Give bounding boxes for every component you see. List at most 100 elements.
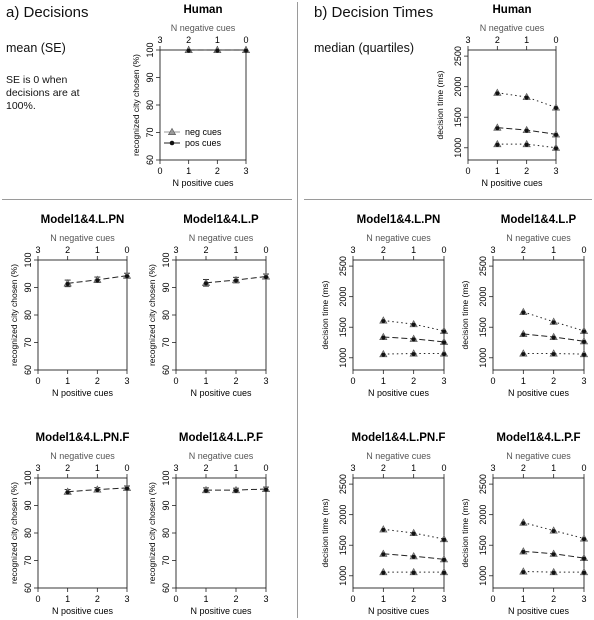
dec-pf-x2tick-label: 1 [233, 463, 238, 473]
time-p-x2label: N negative cues [506, 233, 571, 243]
time-pn-series-line [383, 320, 445, 332]
time-pf-point-pos [582, 537, 586, 542]
dec-p-ytick-label: 60 [161, 365, 171, 375]
dec-human-chart: Human 0 1 2 3 3 2 1 0 N positive cues N negative c… [131, 4, 251, 188]
time-human-xtick-label: 3 [553, 166, 558, 176]
time-pnf-x2tick-label: 1 [411, 463, 416, 473]
time-pf-xtick-label: 1 [521, 594, 526, 604]
section-a-title: a) Decisions [6, 4, 89, 21]
dec-pnf-ylabel: recognized city chosen (%) [9, 482, 19, 584]
dec-pn-ytick-label: 60 [23, 365, 33, 375]
dec-p-point-pos [264, 275, 268, 280]
time-human-frame [467, 49, 557, 161]
dec-p-point-pos [234, 278, 238, 283]
time-pn-point-pos [442, 340, 446, 345]
dec-pn-x2label: N negative cues [50, 233, 115, 243]
time-pn-xtick-label: 2 [411, 376, 416, 386]
time-p-xtick-label: 3 [581, 376, 586, 386]
dec-pf-xtick-label: 0 [173, 594, 178, 604]
dec-p-frame [175, 259, 267, 371]
legend-neg-marker [167, 127, 177, 135]
time-pf-point-pos [521, 570, 526, 575]
dec-human-xtick-label: 2 [215, 166, 220, 176]
dec-pnf-x2tick-label: 2 [65, 463, 70, 473]
dec-human-x2tick-label: 0 [243, 35, 248, 45]
time-pnf-x2tick-label: 2 [381, 463, 386, 473]
dec-human-xtick-label: 3 [243, 166, 248, 176]
dec-p-ytick-label: 80 [161, 310, 171, 320]
time-p-point-pos [551, 320, 556, 325]
time-human-ytick-label: 2500 [453, 46, 463, 66]
time-pf-xtick-label: 0 [490, 594, 495, 604]
time-human-series-line [497, 143, 557, 149]
dec-p-ytick-label: 70 [161, 337, 171, 347]
time-pn-ylabel: decision time (ms) [320, 280, 330, 349]
time-human-point-pos [524, 142, 529, 147]
time-pnf-point-pos [381, 527, 386, 532]
time-p-title: Model1&4.L.P [501, 214, 577, 226]
time-human-xtick-label: 0 [465, 166, 470, 176]
dec-p-title: Model1&4.L.P [183, 214, 259, 226]
time-pf-point-pos [551, 570, 556, 575]
vertical-divider [297, 2, 298, 618]
dec-human-ylabel: recognized city chosen (%) [131, 54, 141, 156]
time-p-point-pos [582, 329, 586, 334]
dec-pn-x2tick-label: 0 [124, 245, 129, 255]
time-pn-x2tick-label: 3 [350, 245, 355, 255]
section-b-title: b) Decision Times [314, 4, 434, 21]
time-p-point-pos [521, 352, 526, 357]
time-pf-point-pos [551, 552, 556, 557]
dec-pnf-ytick-label: 70 [23, 555, 33, 565]
time-pnf-frame [352, 477, 445, 589]
time-pnf-point-pos [442, 570, 446, 575]
time-p-point-pos [521, 310, 526, 315]
legend-pos-marker [169, 140, 175, 146]
time-pnf-point-pos [411, 570, 416, 575]
dec-human-ytick-label: 100 [145, 42, 155, 57]
dec-pn-ytick-label: 70 [23, 337, 33, 347]
time-pn-point-pos [442, 329, 446, 334]
dec-p-xtick-label: 1 [203, 376, 208, 386]
time-human-point-pos [495, 142, 500, 147]
time-human-x2tick-label: 2 [495, 35, 500, 45]
time-p-xlabel: N positive cues [508, 388, 570, 398]
dec-pn-point-pos [125, 274, 129, 279]
time-pn-xtick-label: 1 [381, 376, 386, 386]
dec-p-x2tick-label: 3 [173, 245, 178, 255]
time-pnf-ytick-label: 2000 [338, 505, 348, 525]
time-pnf-chart: Model1&4.L.PN.F 0 1 2 3 3 2 1 0 N positive cues N … [320, 432, 449, 616]
time-pf-ylabel: decision time (ms) [460, 498, 470, 567]
dec-human-ytick-label: 90 [145, 72, 155, 82]
time-pn-point-pos [411, 352, 416, 357]
time-pn-chart: Model1&4.L.PN 0 1 2 3 3 2 1 0 N positive cues N ne… [320, 214, 449, 398]
dec-pnf-xtick-label: 2 [95, 594, 100, 604]
time-pn-ytick-label: 1500 [338, 317, 348, 337]
dec-pnf-xtick-label: 1 [65, 594, 70, 604]
dec-pn-x2tick-label: 1 [95, 245, 100, 255]
time-pf-x2label: N negative cues [506, 451, 571, 461]
time-pf-xtick-label: 3 [581, 594, 586, 604]
dec-pnf-xlabel: N positive cues [52, 606, 114, 616]
time-pnf-x2tick-label: 0 [441, 463, 446, 473]
dec-pn-xlabel: N positive cues [52, 388, 114, 398]
time-pf-title: Model1&4.L.P.F [496, 432, 580, 444]
time-p-ylabel: decision time (ms) [460, 280, 470, 349]
time-pn-point-pos [381, 319, 386, 324]
dec-pf-point-pos [234, 488, 238, 493]
time-human-x2label: N negative cues [480, 23, 545, 33]
time-human-point-pos [554, 106, 558, 111]
dec-pn-xtick-label: 0 [35, 376, 40, 386]
dec-human-xtick-label: 1 [186, 166, 191, 176]
dec-human-x2tick-label: 3 [157, 35, 162, 45]
time-human-x2tick-label: 1 [524, 35, 529, 45]
time-pf-x2tick-label: 0 [581, 463, 586, 473]
dec-pnf-xtick-label: 0 [35, 594, 40, 604]
time-pn-point-pos [381, 352, 386, 357]
time-p-x2tick-label: 2 [521, 245, 526, 255]
time-human-x2tick-label: 3 [465, 35, 470, 45]
time-pf-point-pos [521, 549, 526, 554]
time-pnf-ytick-label: 2500 [338, 474, 348, 494]
time-pn-xtick-label: 0 [350, 376, 355, 386]
dec-pf-xlabel: N positive cues [190, 606, 252, 616]
